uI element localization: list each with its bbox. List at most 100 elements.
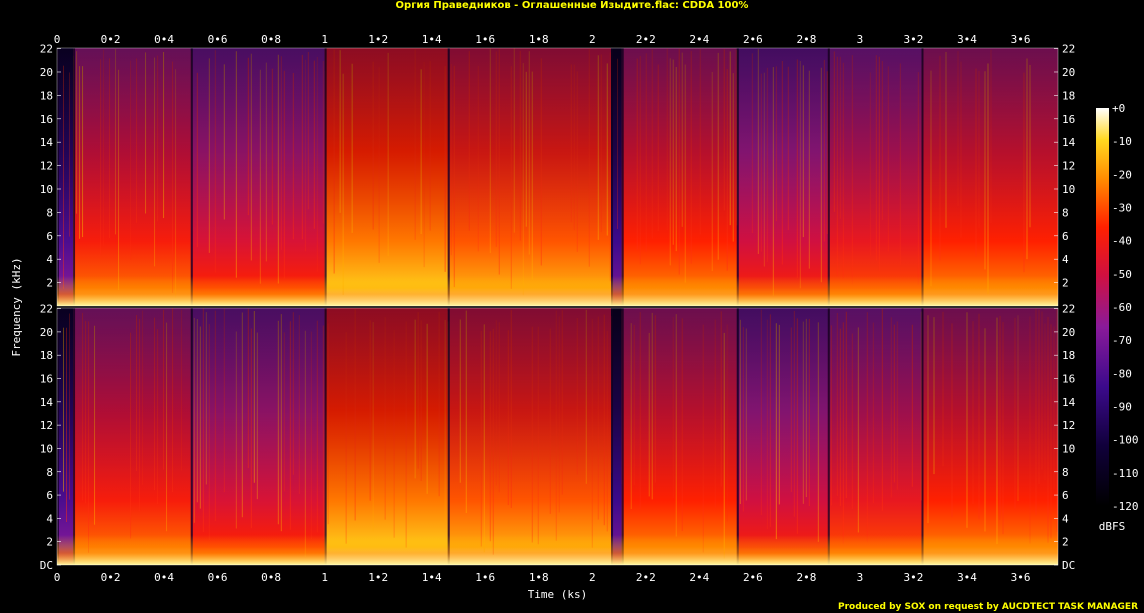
colorbar-tick-label: -100: [1112, 434, 1139, 447]
y-tick-label: 10: [1062, 442, 1075, 455]
y-tick-label: 22: [40, 303, 53, 316]
y-tick-label: 14: [1062, 136, 1076, 149]
colorbar-tick-label: -40: [1112, 235, 1132, 248]
x-tick-label: 2•4: [689, 33, 709, 46]
y-tick-label: 16: [40, 373, 53, 386]
colorbar-tick-label: -90: [1112, 401, 1132, 414]
y-tick-label: 22: [1062, 43, 1075, 56]
x-tick-label: 1•2: [368, 33, 388, 46]
colorbar-tick-label: -50: [1112, 268, 1132, 281]
x-tick-label: 3: [857, 571, 864, 584]
low-freq-glow: [57, 276, 1058, 306]
x-tick-label: 3•2: [904, 571, 924, 584]
y-tick-label: 10: [1062, 183, 1075, 196]
y-tick-label: 6: [46, 489, 53, 502]
y-tick-label: DC: [40, 559, 53, 572]
x-tick-label: 2•6: [743, 571, 763, 584]
x-tick-label: 0: [54, 571, 61, 584]
y-tick-label: 2: [46, 277, 53, 290]
x-tick-label: 2•2: [636, 571, 656, 584]
y-tick-label: 22: [40, 43, 53, 56]
x-tick-label: 1•4: [422, 33, 442, 46]
y-tick-label: 10: [40, 442, 53, 455]
x-tick-label: 1•8: [529, 33, 549, 46]
x-tick-label: 0•6: [208, 33, 228, 46]
y-tick-label: 10: [40, 183, 53, 196]
y-tick-label: 6: [1062, 489, 1069, 502]
x-tick-label: 2•6: [743, 33, 763, 46]
low-freq-glow: [57, 535, 1058, 565]
x-tick-label: 2•2: [636, 33, 656, 46]
plot-frame: [56, 47, 1059, 307]
x-tick-label: 0•2: [101, 33, 121, 46]
colorbar-tick-label: -20: [1112, 168, 1132, 181]
colorbar-tick-label: +0: [1112, 102, 1125, 115]
footer-credit: Produced by SOX on request by AUCDTECT T…: [838, 602, 1138, 612]
colorbar-tick-label: -120: [1112, 500, 1139, 513]
x-tick-label: 1•4: [422, 571, 442, 584]
chart-title: Оргия Праведников - Оглашенные Изыдите.f…: [395, 0, 749, 11]
colorbar-tick-label: -80: [1112, 367, 1132, 380]
y-tick-label: 14: [1062, 396, 1076, 409]
y-tick-label: 16: [40, 113, 53, 126]
x-axis-label: Time (ks): [528, 588, 588, 601]
x-tick-label: 0•8: [261, 571, 281, 584]
y-tick-label: 12: [40, 419, 53, 432]
y-tick-label: 4: [1062, 253, 1069, 266]
y-tick-label: 4: [1062, 512, 1069, 525]
x-tick-label: 2: [589, 571, 596, 584]
colorbar-tick-label: -110: [1112, 467, 1139, 480]
y-tick-label: 22: [1062, 303, 1075, 316]
y-tick-label: 20: [40, 66, 53, 79]
x-tick-label: 2•8: [796, 33, 816, 46]
y-tick-label: 14: [40, 396, 54, 409]
x-tick-label: 3•6: [1011, 33, 1031, 46]
x-tick-label: 1•6: [475, 571, 495, 584]
x-tick-label: 2: [589, 33, 596, 46]
y-tick-label: 12: [40, 160, 53, 173]
y-tick-label: 8: [46, 466, 53, 479]
colorbar-tick-label: -60: [1112, 301, 1132, 314]
y-tick-label: 8: [46, 206, 53, 219]
y-tick-label: 20: [40, 326, 53, 339]
y-tick-label: 14: [40, 136, 54, 149]
y-tick-label: 20: [1062, 66, 1075, 79]
y-tick-label: 18: [1062, 349, 1075, 362]
x-tick-label: 0•8: [261, 33, 281, 46]
y-tick-label: 16: [1062, 113, 1075, 126]
y-tick-label: 16: [1062, 373, 1075, 386]
y-tick-label: 12: [1062, 419, 1075, 432]
y-tick-label: 6: [46, 230, 53, 243]
channel-2-plot: [57, 308, 1058, 565]
y-tick-label: 18: [1062, 89, 1075, 102]
x-tick-label: 3•6: [1011, 571, 1031, 584]
x-tick-label: 1•2: [368, 571, 388, 584]
x-tick-label: 0•2: [101, 571, 121, 584]
x-tick-label: 0•4: [154, 33, 174, 46]
y-tick-label: 6: [1062, 230, 1069, 243]
x-tick-label: 0•6: [208, 571, 228, 584]
y-tick-label: 4: [46, 253, 53, 266]
colorbar-tick-label: -30: [1112, 202, 1132, 215]
high-freq-shade: [57, 308, 1058, 565]
x-tick-label: 1: [321, 33, 328, 46]
y-tick-label: 18: [40, 89, 53, 102]
x-tick-label: 2•4: [689, 571, 709, 584]
x-tick-label: 2•8: [796, 571, 816, 584]
x-tick-label: 3: [857, 33, 864, 46]
y-tick-label: 4: [46, 512, 53, 525]
x-tick-label: 0: [54, 33, 61, 46]
channel-1-plot: [57, 48, 1058, 306]
y-axis-label: Frequency (kHz): [10, 257, 23, 356]
x-tick-label: 3•4: [957, 33, 977, 46]
y-tick-label: 20: [1062, 326, 1075, 339]
x-tick-label: 3•2: [904, 33, 924, 46]
y-tick-label: 12: [1062, 160, 1075, 173]
x-tick-label: 3•4: [957, 571, 977, 584]
colorbar-label: dBFS: [1099, 520, 1126, 533]
colorbar: [1096, 108, 1109, 506]
x-tick-label: 1•8: [529, 571, 549, 584]
colorbar-tick-label: -10: [1112, 135, 1132, 148]
y-tick-label: DC: [1062, 559, 1075, 572]
